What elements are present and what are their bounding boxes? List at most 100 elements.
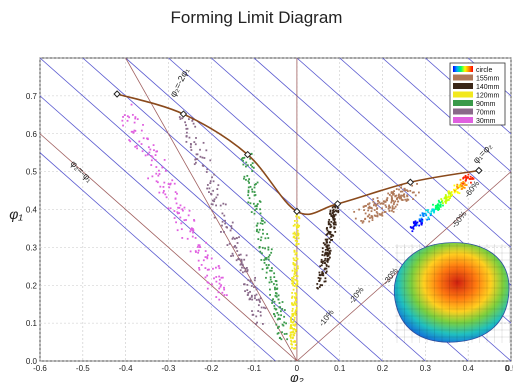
- data-point: [163, 181, 166, 184]
- data-point: [169, 182, 172, 185]
- data-point: [453, 189, 456, 192]
- data-point: [211, 283, 213, 286]
- data-point: [272, 283, 275, 285]
- data-point: [450, 191, 453, 193]
- data-point: [251, 162, 254, 165]
- data-point: [453, 184, 456, 187]
- data-point: [364, 218, 366, 221]
- x-tick-label: 0: [505, 364, 510, 373]
- data-point: [368, 220, 371, 223]
- data-point: [270, 280, 273, 283]
- data-point: [277, 294, 280, 297]
- data-point: [147, 177, 150, 180]
- data-point: [243, 283, 245, 286]
- data-point: [206, 274, 209, 277]
- data-point: [253, 183, 256, 186]
- data-point: [327, 258, 330, 261]
- data-point: [391, 196, 393, 199]
- data-point: [295, 307, 298, 309]
- data-point: [217, 291, 220, 294]
- x-tick-label: 0.3: [420, 364, 432, 373]
- x-axis-ticks: -0.6 -0.5 -0.4 -0.3 -0.2 -0.1 0 0.1 0.2 0.3 0.4 0.5…: [33, 364, 513, 373]
- data-point: [247, 292, 250, 294]
- data-point: [216, 193, 219, 196]
- data-point: [328, 218, 331, 221]
- data-point: [281, 301, 284, 303]
- data-point: [464, 179, 467, 182]
- data-point: [262, 323, 264, 325]
- data-point: [176, 212, 179, 215]
- data-point: [271, 299, 274, 302]
- data-point: [275, 295, 278, 298]
- data-point: [291, 296, 293, 299]
- data-point: [367, 209, 370, 212]
- data-point: [296, 226, 298, 229]
- data-point: [265, 271, 268, 274]
- data-point: [260, 217, 263, 220]
- data-point: [328, 252, 331, 255]
- data-point: [281, 323, 284, 326]
- data-point: [447, 191, 450, 194]
- data-point: [247, 180, 250, 183]
- data-point: [192, 229, 195, 232]
- data-point: [255, 293, 258, 296]
- data-point: [254, 294, 256, 297]
- data-point: [134, 145, 137, 148]
- data-point: [330, 214, 333, 217]
- data-point: [295, 242, 298, 245]
- data-point: [325, 252, 328, 255]
- data-point: [412, 198, 415, 200]
- data-point: [193, 219, 195, 221]
- data-point: [403, 196, 406, 198]
- data-point: [196, 246, 199, 248]
- data-point: [294, 239, 297, 242]
- data-point: [185, 219, 187, 221]
- data-point: [186, 237, 189, 240]
- data-point: [267, 258, 270, 261]
- data-point: [257, 310, 260, 312]
- data-point: [324, 238, 327, 241]
- data-point: [193, 163, 196, 166]
- data-point: [159, 185, 162, 188]
- data-point: [189, 228, 192, 231]
- data-point: [292, 263, 295, 266]
- data-point: [471, 176, 474, 179]
- x-tick-label: -0.3: [162, 364, 176, 373]
- data-point: [220, 276, 223, 279]
- data-point: [283, 309, 286, 311]
- data-point: [238, 254, 240, 257]
- x-tick-label: -0.2: [204, 364, 218, 373]
- data-point: [433, 211, 435, 214]
- data-point: [449, 192, 452, 195]
- data-point: [249, 298, 252, 300]
- data-point: [259, 239, 262, 242]
- data-point: [255, 205, 258, 208]
- data-point: [171, 179, 174, 182]
- data-point: [122, 116, 124, 118]
- data-point: [370, 207, 373, 210]
- data-point: [246, 270, 249, 273]
- data-point: [399, 195, 402, 198]
- data-point: [273, 313, 276, 316]
- data-point: [156, 181, 159, 184]
- data-point: [298, 217, 301, 220]
- data-point: [269, 288, 271, 291]
- data-point: [167, 207, 170, 210]
- data-point: [250, 152, 253, 155]
- data-point: [241, 157, 244, 159]
- data-point: [228, 242, 231, 245]
- data-point: [327, 253, 330, 256]
- data-point: [433, 208, 436, 211]
- data-point: [250, 164, 252, 166]
- y-tick-label: 0.3: [26, 243, 38, 252]
- data-point: [233, 246, 236, 248]
- data-point: [221, 220, 224, 223]
- data-point: [260, 219, 263, 222]
- data-point: [269, 269, 271, 272]
- data-point: [294, 329, 297, 331]
- data-point: [260, 259, 263, 261]
- data-point: [240, 258, 243, 261]
- data-point: [465, 184, 468, 186]
- data-point: [329, 226, 332, 229]
- data-point: [333, 227, 336, 230]
